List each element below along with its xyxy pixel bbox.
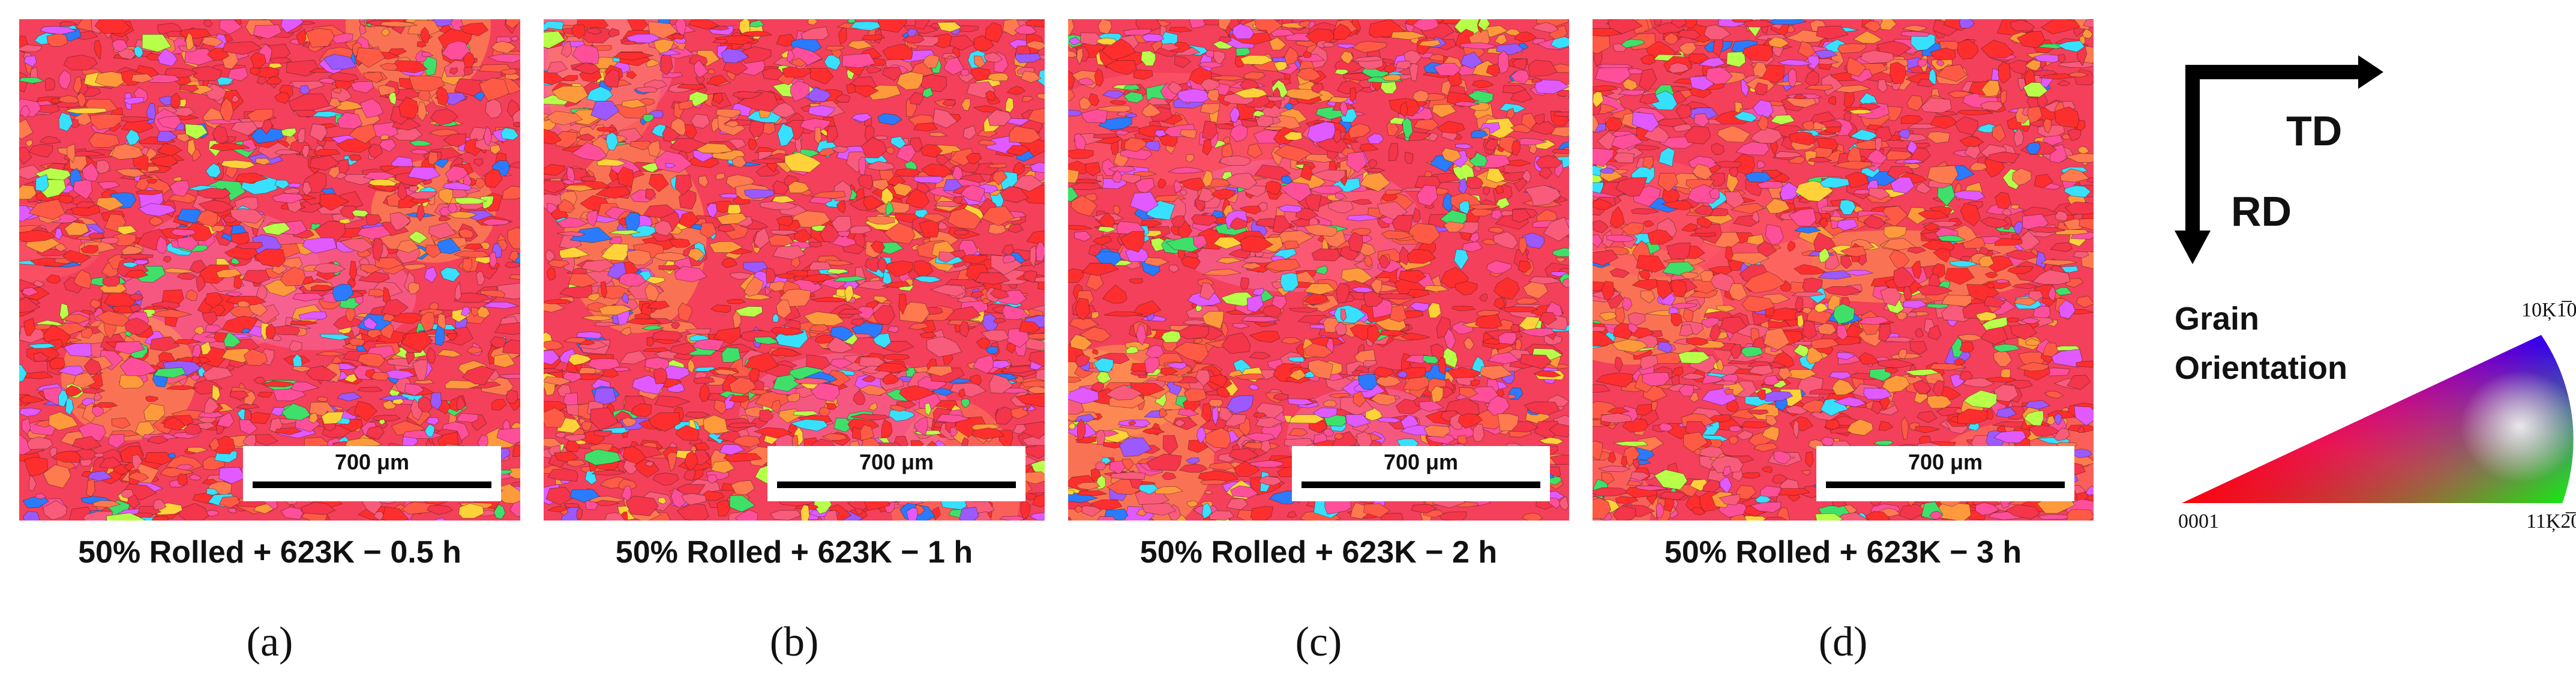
legend-title-line1: Grain [2175, 301, 2260, 337]
scale-bar-line [777, 481, 1016, 488]
scale-bar-line [1302, 481, 1540, 488]
scale-bar-label: 700 μm [1383, 450, 1459, 474]
scale-bar-label: 700 μm [1908, 450, 1983, 474]
pole-label-0001: 0001 [2178, 510, 2219, 533]
panel-caption-a: 50% Rolled + 623K − 0.5 h [78, 535, 461, 570]
panel-letter-d: (d) [1818, 619, 1868, 665]
panel-caption-b: 50% Rolled + 623K − 1 h [615, 535, 973, 570]
pole-label-10-10: 10Ķ1̅0 [2521, 299, 2576, 321]
ebsd-map-a: 700 μm [19, 19, 520, 521]
rd-label: RD [2231, 188, 2292, 235]
panel-letter-b: (b) [769, 619, 819, 665]
legend-area: TD RD Grain Orientation [2160, 0, 2576, 682]
ebsd-map-c: 700 μm [1068, 19, 1569, 521]
scale-bar: 700 μm [1816, 446, 2074, 501]
scale-bar-label: 700 μm [859, 450, 934, 474]
ebsd-map-d: 700 μm [1593, 19, 2094, 521]
panel-caption-d: 50% Rolled + 623K − 3 h [1664, 535, 2022, 570]
td-rd-arrows-icon [2175, 55, 2383, 264]
grain-orientation-map [1593, 19, 2094, 521]
scale-bar: 700 μm [767, 446, 1025, 501]
scale-bar-line [1826, 481, 2065, 488]
pole-label-11-20: 11Ķ2̅0 [2526, 510, 2576, 533]
legend-title-line2: Orientation [2175, 350, 2348, 386]
inverse-pole-figure-triangle [2182, 335, 2574, 503]
ebsd-map-b: 700 μm [544, 19, 1045, 521]
panel-letter-c: (c) [1295, 619, 1342, 665]
panel-caption-c: 50% Rolled + 623K − 2 h [1139, 535, 1498, 570]
scale-bar-label: 700 μm [334, 450, 410, 474]
panel-letter-a: (a) [246, 619, 293, 665]
scale-bar: 700 μm [1292, 446, 1550, 501]
scale-bar-line [253, 481, 491, 488]
td-label: TD [2286, 107, 2343, 154]
grain-orientation-map [1068, 19, 1569, 521]
grain-orientation-map [19, 19, 520, 521]
scale-bar: 700 μm [243, 446, 501, 501]
grain-orientation-map [544, 19, 1045, 521]
